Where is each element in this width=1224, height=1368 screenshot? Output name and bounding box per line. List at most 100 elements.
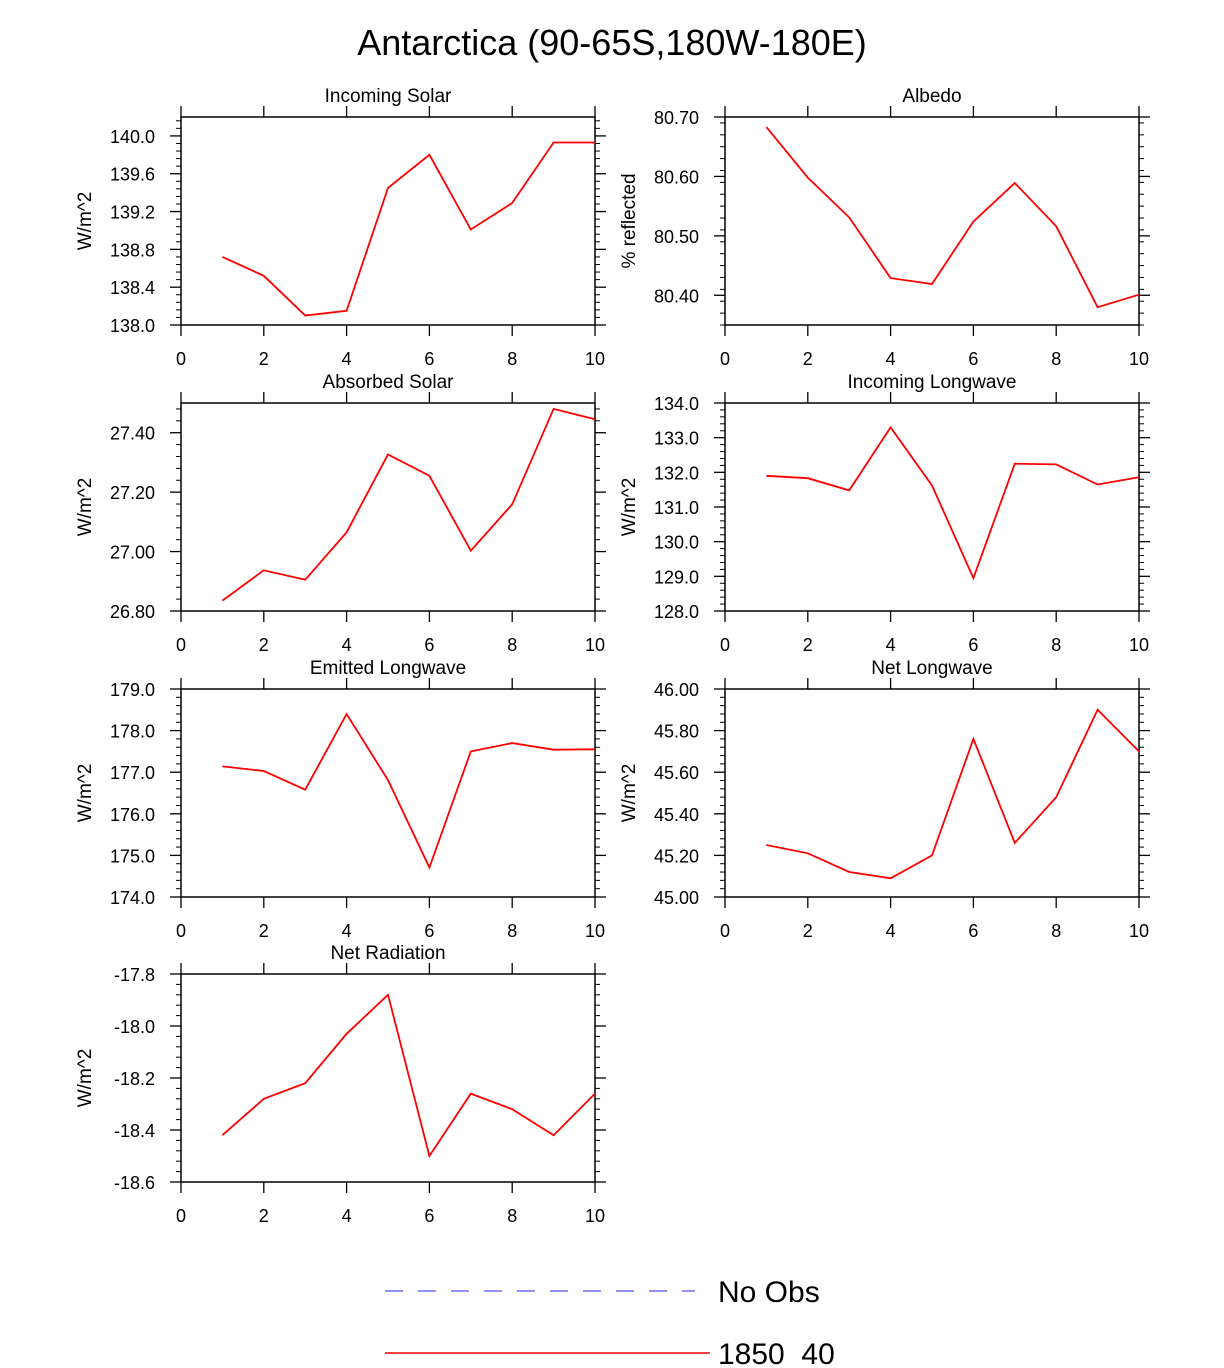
plot-frame	[724, 688, 1140, 898]
x-tick-label: 10	[1129, 635, 1149, 655]
y-tick-label: 139.6	[110, 165, 155, 185]
x-tick-label: 8	[507, 921, 517, 941]
x-tick-label: 2	[259, 635, 269, 655]
x-tick-label: 8	[1051, 921, 1061, 941]
x-tick-label: 8	[507, 1206, 517, 1226]
y-tick-label: 175.0	[110, 846, 155, 866]
y-tick-label: -18.2	[114, 1069, 155, 1089]
y-tick-label: 45.00	[654, 888, 699, 908]
y-tick-label: 27.20	[110, 483, 155, 503]
y-tick-label: 178.0	[110, 722, 155, 742]
panel-absorbed-solar: Absorbed Solar W/m^2 0 2 4 6 8 10 26.80 27.00 27.2…	[75, 372, 606, 655]
y-axis-label: % reflected	[619, 173, 640, 268]
x-tick-label: 6	[968, 921, 978, 941]
x-tick-label: 4	[342, 635, 352, 655]
x-tick-label: 8	[507, 635, 517, 655]
y-tick-label: 80.60	[654, 167, 699, 187]
panel-net-radiation: Net Radiation W/m^2 0 2 4 6 8 10 -18.6 -18.4 -18.2…	[75, 943, 606, 1226]
x-tick-label: 6	[968, 635, 978, 655]
panel-emitted-longwave: Emitted Longwave W/m^2 0 2 4 6 8 10 174.0 175.0 17…	[75, 658, 606, 941]
legend: No Obs 1850_40	[385, 1276, 835, 1368]
y-tick-label: 177.0	[110, 763, 155, 783]
x-tick-label: 2	[259, 349, 269, 369]
panel-title: Albedo	[902, 86, 961, 107]
series-line-1850-40	[221, 993, 596, 1159]
y-axis-label: W/m^2	[619, 764, 640, 823]
y-tick-label: 45.80	[654, 722, 699, 742]
series-line-1850-40	[766, 425, 1140, 581]
x-tick-label: 6	[424, 921, 434, 941]
panel-title: Net Longwave	[871, 658, 992, 679]
panel-albedo: Albedo % reflected 0 2 4 6 8 10 80.40 80.50 80.60 8…	[619, 86, 1150, 369]
x-tick-label: 10	[585, 921, 605, 941]
x-tick-label: 10	[585, 635, 605, 655]
x-tick-label: 4	[342, 921, 352, 941]
legend-label-1850-40: 1850_40	[718, 1338, 835, 1368]
y-tick-label: 174.0	[110, 888, 155, 908]
y-tick-label: 129.0	[654, 567, 699, 587]
y-tick-label: 128.0	[654, 602, 699, 622]
x-tick-label: 4	[886, 635, 896, 655]
y-tick-label: -17.8	[114, 965, 155, 985]
y-tick-label: -18.4	[114, 1121, 155, 1141]
y-tick-label: 138.4	[110, 278, 155, 298]
x-tick-label: 10	[585, 1206, 605, 1226]
panel-net-longwave: Net Longwave W/m^2 0 2 4 6 8 10 45.00 45.20 45.40 4…	[619, 658, 1150, 941]
y-tick-label: 27.40	[110, 424, 155, 444]
x-tick-label: 8	[1051, 349, 1061, 369]
x-tick-label: 2	[803, 921, 813, 941]
x-tick-label: 10	[585, 349, 605, 369]
y-tick-label: 80.70	[654, 108, 699, 128]
series-line-1850-40	[765, 126, 1140, 309]
plot-frame	[724, 402, 1140, 612]
x-tick-label: 0	[176, 349, 186, 369]
x-tick-label: 4	[886, 921, 896, 941]
x-tick-label: 6	[424, 349, 434, 369]
y-tick-label: 46.00	[654, 680, 699, 700]
y-tick-label: 80.40	[654, 286, 699, 306]
x-tick-label: 4	[342, 1206, 352, 1226]
y-tick-label: 133.0	[654, 429, 699, 449]
y-tick-label: 179.0	[110, 680, 155, 700]
panel-incoming-longwave: Incoming Longwave W/m^2 0 2 4 6 8 10 128.0 129.0 1…	[619, 372, 1150, 655]
x-tick-label: 0	[176, 635, 186, 655]
panel-title: Incoming Solar	[325, 86, 452, 107]
panel-title: Absorbed Solar	[323, 372, 455, 393]
x-tick-label: 2	[259, 921, 269, 941]
x-tick-label: 2	[803, 349, 813, 369]
y-tick-label: 26.80	[110, 602, 155, 622]
plot-frame	[180, 402, 596, 612]
panel-title: Emitted Longwave	[310, 658, 466, 679]
plot-frame	[180, 973, 596, 1183]
x-tick-label: 0	[720, 349, 730, 369]
plot-frame	[180, 688, 596, 898]
series-line-1850-40	[222, 712, 596, 870]
y-tick-label: 176.0	[110, 805, 155, 825]
x-tick-label: 4	[342, 349, 352, 369]
y-tick-label: 140.0	[110, 127, 155, 147]
x-tick-label: 2	[803, 635, 813, 655]
y-tick-label: 45.40	[654, 805, 699, 825]
y-tick-label: 130.0	[654, 533, 699, 553]
y-axis-label: W/m^2	[75, 478, 96, 537]
y-tick-label: 138.0	[110, 316, 155, 336]
x-tick-label: 0	[720, 921, 730, 941]
y-tick-label: -18.0	[114, 1017, 155, 1037]
y-axis-label: W/m^2	[75, 192, 96, 251]
legend-entry-no-obs: No Obs	[385, 1276, 820, 1309]
x-tick-label: 0	[720, 635, 730, 655]
y-tick-label: 45.20	[654, 846, 699, 866]
y-tick-label: 131.0	[654, 498, 699, 518]
y-tick-label: 80.50	[654, 227, 699, 247]
x-tick-label: 0	[176, 921, 186, 941]
x-tick-label: 8	[507, 349, 517, 369]
x-tick-label: 6	[968, 349, 978, 369]
x-tick-label: 10	[1129, 921, 1149, 941]
x-tick-label: 6	[424, 1206, 434, 1226]
plot-frame	[180, 116, 596, 326]
y-tick-label: 139.2	[110, 203, 155, 223]
series-line-1850-40	[766, 708, 1140, 880]
panels-group: Incoming Solar W/m^2 0 2 4 6 8 10 138.0 138.4 138.…	[75, 86, 1150, 1226]
y-tick-label: -18.6	[114, 1173, 155, 1193]
